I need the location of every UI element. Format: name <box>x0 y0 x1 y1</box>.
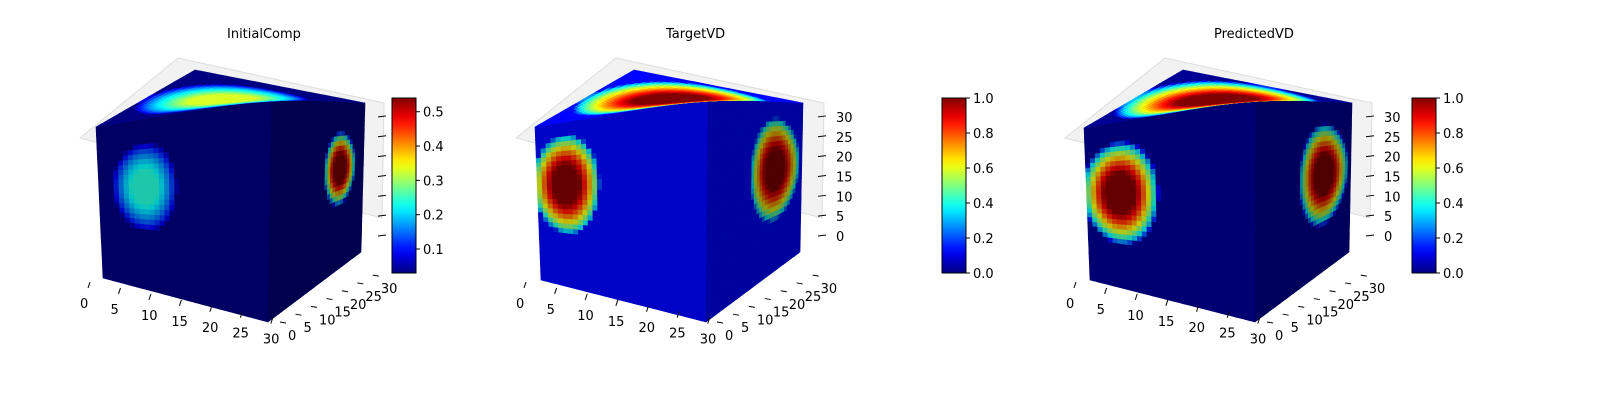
z-tick <box>377 135 387 138</box>
z-tick <box>377 214 387 217</box>
z-tick <box>377 234 387 237</box>
z-tick <box>377 115 387 118</box>
z-tick <box>377 174 387 177</box>
panel-title: InitialComp <box>227 27 301 42</box>
z-tick <box>377 155 387 158</box>
cube-face-front <box>95 97 273 323</box>
z-tick <box>377 194 387 197</box>
panel-initialcomp: InitialComp 0 5 10 15 20 25 30 0 5 10 15 20 25 30 0.1 0… <box>0 0 500 400</box>
